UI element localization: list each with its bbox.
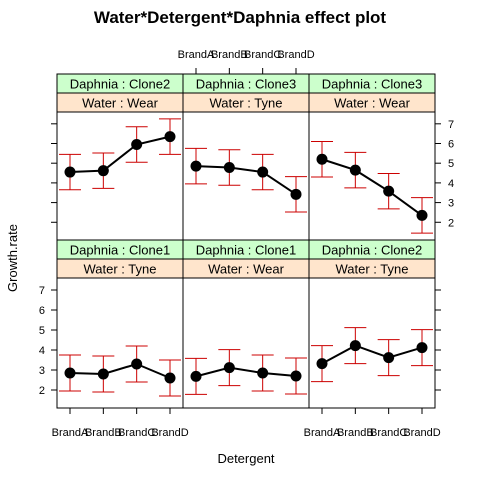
data-point	[223, 362, 235, 374]
panel-1: Daphnia : Clone2 Water : Wear	[56, 73, 184, 241]
data-point	[383, 185, 395, 197]
data-point	[97, 165, 109, 177]
y-tick-label: 5	[39, 325, 45, 337]
y-tick-label: 3	[39, 365, 45, 377]
series-line	[321, 344, 423, 365]
panel-5: Daphnia : Clone1 Water : Wear	[182, 239, 310, 409]
strip-daphnia-label: Daphnia : Clone1	[196, 243, 296, 258]
strip-water-label: Water : Wear	[82, 96, 159, 111]
data-point	[290, 370, 302, 382]
y-tick-label: 6	[448, 139, 454, 151]
x-tick-label: BrandC	[244, 49, 281, 61]
data-point	[190, 370, 202, 382]
panel-6: Daphnia : Clone2 Water : Tyne	[308, 239, 436, 409]
strip-water-label: Water : Tyne	[84, 262, 157, 277]
series-line	[195, 366, 297, 378]
data-point	[416, 342, 428, 354]
series-line	[69, 362, 171, 379]
data-point	[290, 188, 302, 200]
data-point	[164, 131, 176, 143]
x-tick-label: BrandD	[277, 49, 314, 61]
data-point	[164, 372, 176, 384]
series-line	[321, 158, 423, 217]
data-point	[64, 166, 76, 178]
y-tick-label: 5	[448, 158, 454, 170]
panel-frame	[308, 277, 436, 409]
axes-layer: 234567234567BrandABrandBBrandCBrandDBran…	[39, 49, 454, 439]
panel-frame	[182, 111, 310, 241]
y-tick-label: 2	[39, 385, 45, 397]
y-tick-label: 7	[448, 119, 454, 131]
x-tick-label: BrandD	[403, 427, 440, 439]
strip-daphnia-label: Daphnia : Clone3	[196, 77, 296, 92]
y-tick-label: 7	[39, 285, 45, 297]
x-tick-label: BrandA	[304, 427, 341, 439]
x-tick-label: BrandC	[370, 427, 407, 439]
panel-4: Daphnia : Clone1 Water : Tyne	[56, 239, 184, 409]
x-tick-label: BrandB	[337, 427, 374, 439]
strip-water-label: Water : Wear	[208, 262, 285, 277]
data-point	[257, 166, 269, 178]
panel-2: Daphnia : Clone3 Water : Tyne	[182, 73, 310, 241]
data-point	[349, 340, 361, 352]
data-point	[190, 160, 202, 172]
y-axis-label: Growth.rate	[5, 224, 20, 292]
strip-water-label: Water : Tyne	[336, 262, 409, 277]
panel-frame	[56, 277, 184, 409]
x-tick-label: BrandB	[85, 427, 122, 439]
x-tick-label: BrandA	[178, 49, 215, 61]
panel-3: Daphnia : Clone3 Water : Wear	[308, 73, 436, 241]
data-point	[131, 138, 143, 150]
strip-daphnia-label: Daphnia : Clone3	[322, 77, 422, 92]
panel-frame	[308, 111, 436, 241]
x-tick-label: BrandD	[151, 427, 188, 439]
x-tick-label: BrandA	[52, 427, 89, 439]
y-axis-left-row2: 2 3 4 5 6 7	[39, 285, 441, 397]
data-point	[416, 209, 428, 221]
data-point	[316, 153, 328, 165]
data-point	[316, 358, 328, 370]
data-point	[131, 358, 143, 370]
series-line	[69, 135, 171, 174]
data-point	[223, 162, 235, 174]
data-point	[257, 367, 269, 379]
y-tick-label: 2	[448, 217, 454, 229]
strip-water-label: Water : Tyne	[210, 96, 283, 111]
x-axis-label: Detergent	[217, 451, 274, 466]
x-tick-label: BrandC	[118, 427, 155, 439]
strip-daphnia-label: Daphnia : Clone2	[322, 243, 422, 258]
strip-daphnia-label: Daphnia : Clone1	[70, 243, 170, 258]
y-tick-label: 4	[448, 178, 454, 190]
data-point	[64, 367, 76, 379]
y-tick-label: 3	[448, 198, 454, 210]
strip-daphnia-label: Daphnia : Clone2	[70, 77, 170, 92]
series-line	[195, 165, 297, 196]
y-tick-label: 6	[39, 305, 45, 317]
panel-frame	[56, 111, 184, 241]
y-axis-right-row1: 2 3 4 5 6 7	[51, 119, 454, 229]
strip-water-label: Water : Wear	[334, 96, 411, 111]
data-point	[349, 164, 361, 176]
data-point	[383, 352, 395, 364]
data-point	[97, 368, 109, 380]
panel-frame	[182, 277, 310, 409]
chart-title: Water*Detergent*Daphnia effect plot	[94, 8, 387, 27]
y-tick-label: 4	[39, 345, 45, 357]
x-tick-label: BrandB	[211, 49, 248, 61]
